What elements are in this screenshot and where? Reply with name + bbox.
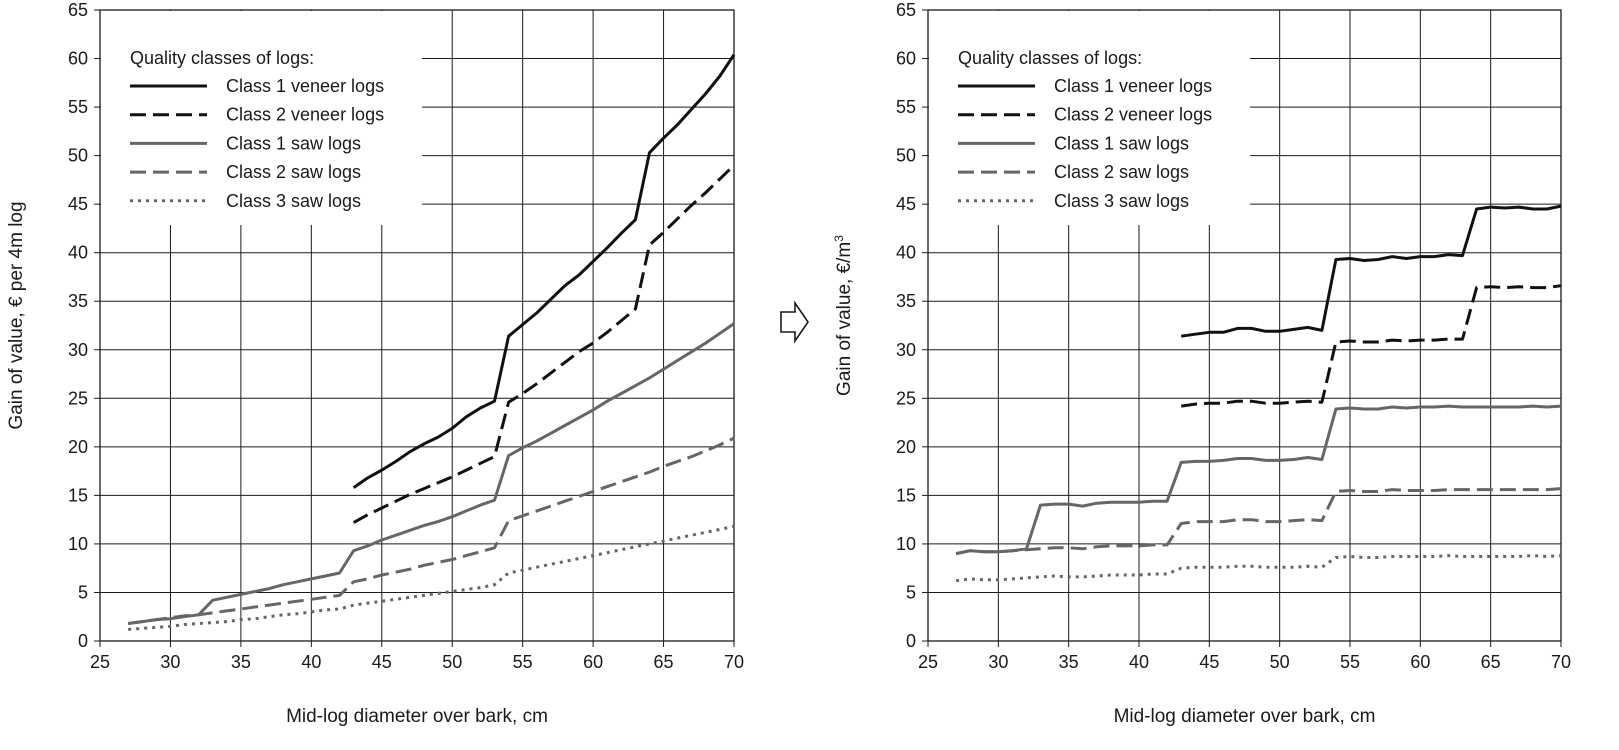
x-tick-label: 60 [583, 652, 603, 672]
y-tick-label: 65 [68, 0, 88, 20]
chart-right: 25 30 35 40 45 50 55 60 65 70 0 5 10 15 20 25 30 35 40 45 50… [832, 0, 1571, 727]
x-tick-label: 55 [513, 652, 533, 672]
x-tick-label: 60 [1410, 652, 1430, 672]
series-line-class-2-veneer-logs [352, 164, 736, 524]
x-axis-label: Mid-log diameter over bark, cm [286, 706, 548, 727]
y-tick-label: 40 [68, 243, 88, 263]
x-tick-label: 25 [90, 652, 110, 672]
y-tick-label: 50 [68, 146, 88, 166]
x-tick-label: 70 [724, 652, 744, 672]
y-tick-label: 25 [68, 388, 88, 408]
y-tick-label: 20 [896, 437, 916, 457]
y-tick-label: 5 [78, 582, 88, 602]
y-tick-label: 50 [896, 146, 916, 166]
legend-entry-class-1-saw-logs: Class 1 saw logs [226, 133, 361, 153]
legend-entry-class-1-saw-logs: Class 1 saw logs [1054, 133, 1189, 153]
series-lines [127, 53, 736, 631]
y-axis-label-superscript: 3 [832, 235, 846, 242]
legend-entry-class-1-veneer-logs: Class 1 veneer logs [226, 76, 384, 96]
y-tick-label: 30 [896, 340, 916, 360]
y-tick-label: 10 [896, 534, 916, 554]
x-tick-label: 65 [654, 652, 674, 672]
plot-frame [927, 9, 1562, 642]
x-tick-label: 70 [1551, 652, 1571, 672]
x-tick-label: 65 [1481, 652, 1501, 672]
legend-entry-class-3-saw-logs: Class 3 saw logs [1054, 191, 1189, 211]
y-tick-label: 25 [896, 388, 916, 408]
y-tick-label: 5 [906, 582, 916, 602]
y-tick-label: 15 [68, 485, 88, 505]
legend-entry-class-1-veneer-logs: Class 1 veneer logs [1054, 76, 1212, 96]
series-line-class-1-veneer-logs [352, 53, 736, 489]
x-tick-label: 30 [988, 652, 1008, 672]
y-axis-label: Gain of value, € per 4m log [6, 201, 27, 429]
x-tick-label: 35 [1059, 652, 1079, 672]
legend-entry-class-3-saw-logs: Class 3 saw logs [226, 191, 361, 211]
series-line-class-1-saw-logs [955, 404, 1562, 556]
y-tick-label: 0 [78, 631, 88, 651]
y-tick-label: 40 [896, 243, 916, 263]
series-lines [955, 204, 1562, 583]
tick-labels: 25 30 35 40 45 50 55 60 65 70 0 5 10 15 20 25 30 35 40 45 50… [896, 0, 1571, 672]
y-tick-label: 20 [68, 437, 88, 457]
y-tick-label: 35 [68, 291, 88, 311]
x-tick-label: 40 [1129, 652, 1149, 672]
legend-entry-class-2-saw-logs: Class 2 saw logs [1054, 162, 1189, 182]
legend-entry-class-2-veneer-logs: Class 2 veneer logs [1054, 105, 1212, 125]
x-tick-label: 40 [301, 652, 321, 672]
y-tick-label: 55 [896, 97, 916, 117]
right-arrow-shape [780, 300, 809, 344]
chart-left: 25 30 35 40 45 50 55 60 65 70 0 5 10 15 20 25 30 35 40 45 50… [6, 0, 744, 727]
y-tick-label: 10 [68, 534, 88, 554]
y-tick-label: 30 [68, 340, 88, 360]
legend: Quality classes of logs: Class 1 veneer l… [101, 11, 422, 225]
legend-entry-class-2-veneer-logs: Class 2 veneer logs [226, 105, 384, 125]
right-arrow-icon [780, 300, 809, 344]
y-tick-label: 45 [896, 194, 916, 214]
legend-background [929, 11, 1250, 225]
series-line-class-2-saw-logs [955, 487, 1562, 556]
y-tick-label: 55 [68, 97, 88, 117]
series-line-class-3-saw-logs [955, 554, 1562, 583]
x-tick-label: 55 [1340, 652, 1360, 672]
tick-labels: 25 30 35 40 45 50 55 60 65 70 0 5 10 15 20 25 30 35 40 45 50… [68, 0, 744, 672]
legend-title: Quality classes of logs: [958, 48, 1142, 68]
y-tick-label: 60 [896, 49, 916, 69]
y-tick-label: 0 [906, 631, 916, 651]
y-tick-label: 35 [896, 291, 916, 311]
plot-frame [99, 9, 735, 642]
x-tick-label: 50 [1270, 652, 1290, 672]
series-line-class-2-veneer-logs [1180, 284, 1562, 408]
x-tick-label: 25 [918, 652, 938, 672]
series-line-class-1-veneer-logs [1180, 204, 1562, 338]
legend: Quality classes of logs: Class 1 veneer l… [929, 11, 1250, 225]
y-tick-label: 60 [68, 49, 88, 69]
x-tick-label: 45 [1199, 652, 1219, 672]
legend-background [101, 11, 422, 225]
x-axis-label: Mid-log diameter over bark, cm [1114, 706, 1376, 727]
series-line-class-1-saw-logs [127, 322, 735, 625]
legend-entry-class-2-saw-logs: Class 2 saw logs [226, 162, 361, 182]
series-line-class-3-saw-logs [128, 524, 735, 631]
legend-title: Quality classes of logs: [130, 48, 314, 68]
y-tick-label: 45 [68, 194, 88, 214]
x-tick-label: 45 [372, 652, 392, 672]
y-axis-label: Gain of value, €/m3 [832, 235, 855, 396]
y-tick-label: 15 [896, 485, 916, 505]
x-tick-label: 30 [160, 652, 180, 672]
series-line-class-2-saw-logs [127, 436, 735, 625]
y-tick-label: 65 [896, 0, 916, 20]
x-tick-label: 35 [231, 652, 251, 672]
x-tick-label: 50 [442, 652, 462, 672]
